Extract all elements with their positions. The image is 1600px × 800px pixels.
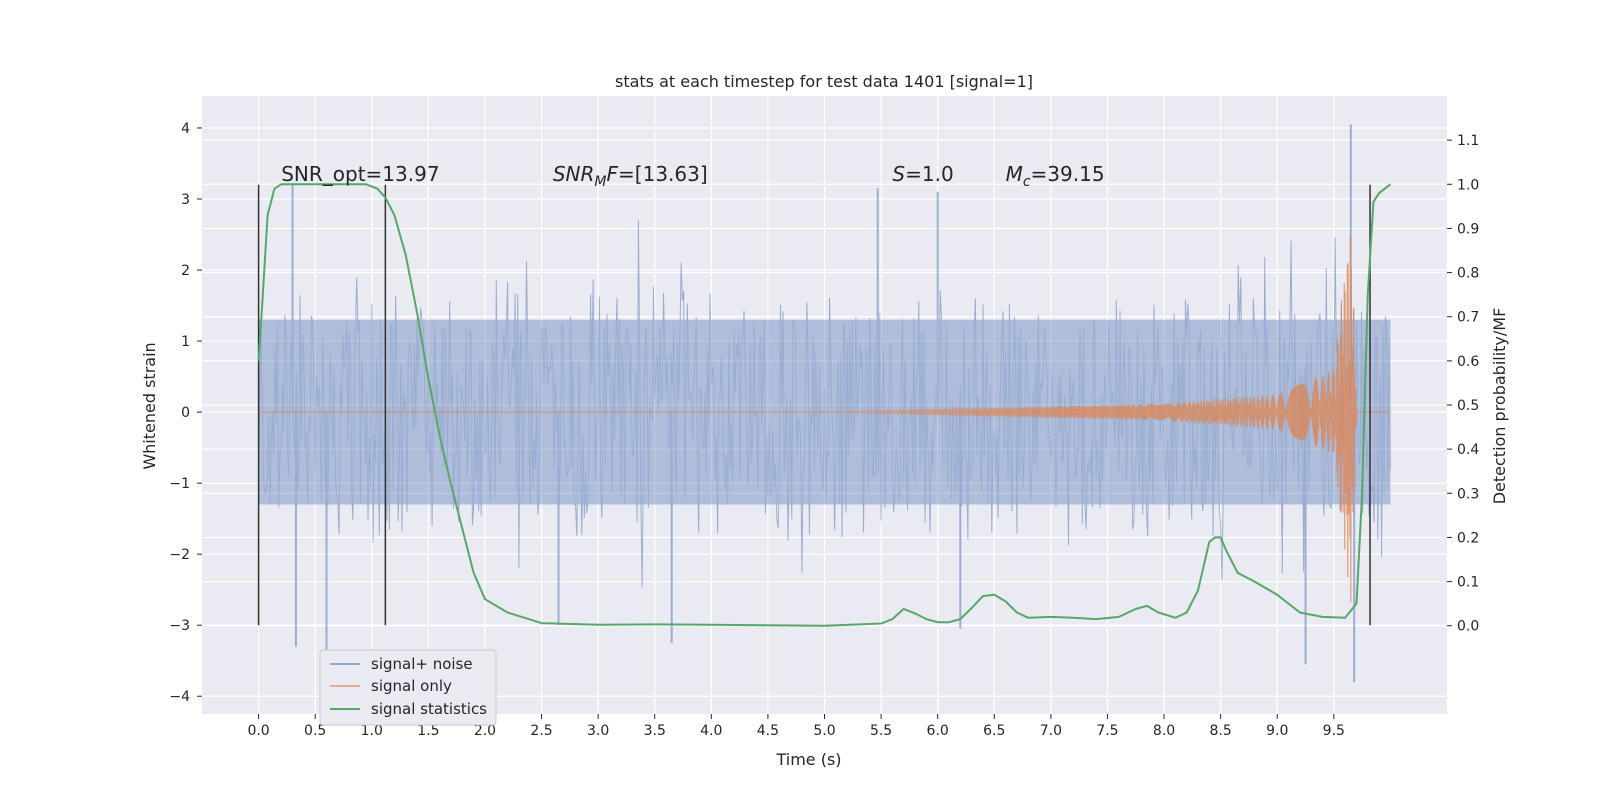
yl-tick-label-1: 3 [181, 192, 190, 208]
x-tick-label-17: 8.5 [1210, 723, 1232, 739]
yr-tick-label-4: 0.7 [1457, 310, 1479, 326]
y-axis-label-right: Detection probability/MF [1490, 308, 1509, 505]
legend-label-stats: signal statistics [371, 700, 487, 718]
annotation-3: Mc=39.15 [1006, 162, 1105, 190]
yl-tick-label-3: 1 [181, 334, 190, 350]
yr-tick-label-2: 0.9 [1457, 221, 1479, 237]
x-axis-label: Time (s) [775, 750, 841, 769]
x-tick-label-2: 1.0 [361, 723, 383, 739]
signal-only-series [258, 234, 1391, 603]
x-tick-label-15: 7.5 [1096, 723, 1118, 739]
legend: signal+ noise signal only signal statist… [319, 649, 497, 726]
x-tick-label-14: 7.0 [1040, 723, 1062, 739]
yl-tick-label-2: 2 [181, 263, 190, 279]
yr-tick-label-5: 0.6 [1457, 354, 1479, 370]
annotation-0: SNR_opt=13.97 [281, 162, 439, 186]
x-tick-label-8: 4.0 [700, 723, 722, 739]
x-tick-label-16: 8.0 [1153, 723, 1175, 739]
yr-tick-label-7: 0.4 [1457, 442, 1479, 458]
x-tick-label-18: 9.0 [1266, 723, 1288, 739]
signal-statistics-line [257, 183, 1392, 627]
x-tick-label-1: 0.5 [304, 723, 326, 739]
x-tick-label-9: 4.5 [757, 723, 779, 739]
yr-tick-label-9: 0.2 [1457, 530, 1479, 546]
legend-label-signal: signal only [371, 677, 452, 695]
x-tick-label-6: 3.0 [587, 723, 609, 739]
axes: 0.0 0.5 1.0 1.5 2.0 2.5 3.0 3.5 4.0 4.5 5.0 5.5 6.0 6… [169, 121, 1479, 739]
x-tick-label-0: 0.0 [247, 723, 269, 739]
yr-tick-label-11: 0.0 [1457, 619, 1479, 635]
x-tick-label-4: 2.0 [474, 723, 496, 739]
x-tick-label-3: 1.5 [417, 723, 439, 739]
signal-only-line [258, 234, 1391, 603]
y-axis-label-left: Whitened strain [140, 342, 159, 469]
yr-tick-label-6: 0.5 [1457, 398, 1479, 414]
yl-tick-label-5: −1 [169, 476, 190, 492]
x-tick-label-12: 6.0 [927, 723, 949, 739]
x-tick-label-19: 9.5 [1323, 723, 1345, 739]
signal-statistics-series [257, 183, 1392, 627]
legend-label-noise: signal+ noise [371, 655, 473, 673]
x-tick-label-11: 5.5 [870, 723, 892, 739]
x-tick-label-7: 3.5 [644, 723, 666, 739]
x-tick-label-10: 5.0 [813, 723, 835, 739]
annotation-2: S=1.0 [892, 162, 953, 186]
x-tick-label-13: 6.5 [983, 723, 1005, 739]
legend-box [319, 649, 497, 726]
yl-tick-label-6: −2 [169, 547, 190, 563]
yr-tick-label-10: 0.1 [1457, 575, 1479, 591]
yl-tick-label-0: 4 [181, 121, 190, 137]
chart-title: stats at each timestep for test data 140… [615, 72, 1033, 91]
yr-tick-label-8: 0.3 [1457, 486, 1479, 502]
yr-tick-label-1: 1.0 [1457, 177, 1479, 193]
yr-tick-label-0: 1.1 [1457, 133, 1479, 149]
annotation-1: SNRMF=[13.63] [553, 162, 708, 190]
yr-tick-label-3: 0.8 [1457, 266, 1479, 282]
x-tick-label-5: 2.5 [530, 723, 552, 739]
yl-tick-label-4: 0 [181, 405, 190, 421]
yl-tick-label-8: −4 [169, 689, 190, 705]
annotations: SNR_opt=13.97 SNRMF=[13.63] S=1.0 Mc=39.15 [281, 162, 1104, 190]
yl-tick-label-7: −3 [169, 618, 190, 634]
